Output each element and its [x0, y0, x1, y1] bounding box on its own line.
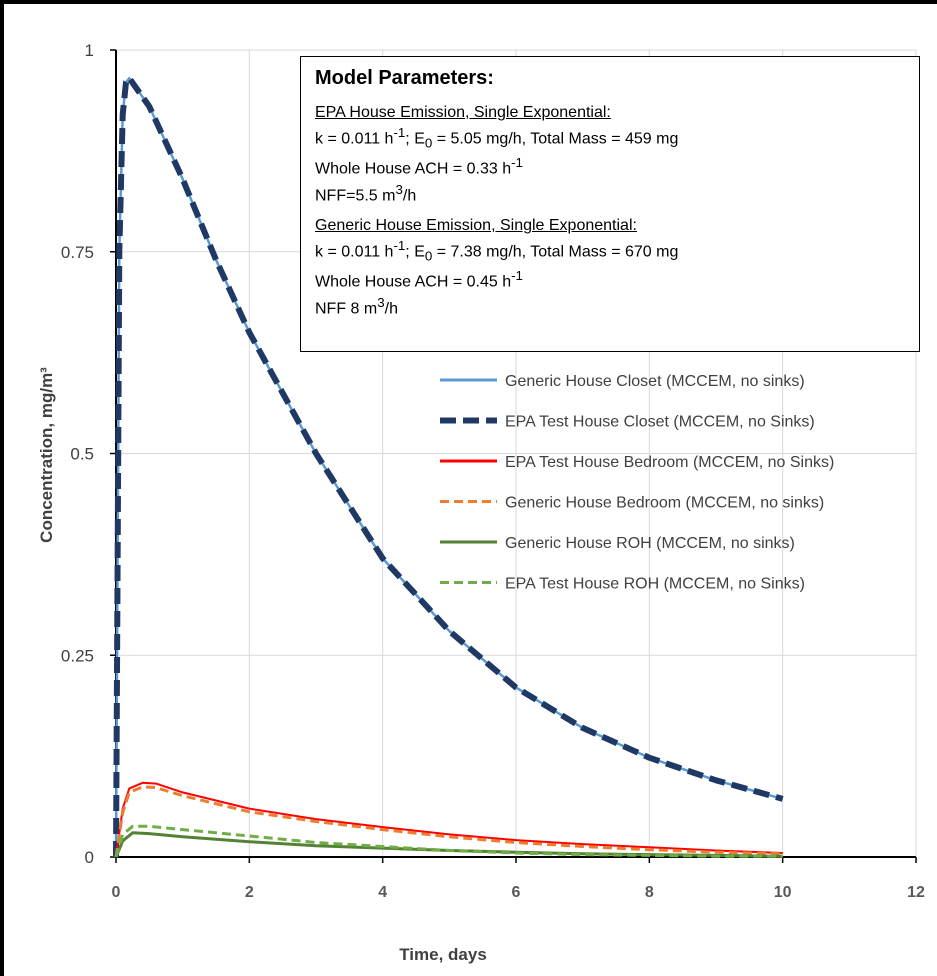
epa-ach-line: Whole House ACH = 0.33 h-1	[315, 154, 523, 177]
generic-k-line: k = 0.011 h-1; E0 = 7.38 mg/h, Total Mas…	[315, 238, 679, 264]
generic-emission-header: Generic House Emission, Single Exponenti…	[315, 217, 637, 235]
legend-label: EPA Test House ROH (MCCEM, no Sinks)	[505, 576, 805, 593]
y-tick-labels: 0 0.25 0.5 0.75 1	[61, 41, 94, 867]
x-axis-title: Time, days	[399, 945, 487, 964]
legend-label: Generic House Bedroom (MCCEM, no sinks)	[505, 495, 824, 512]
parameters-title: Model Parameters:	[315, 67, 494, 89]
x-tick-label: 2	[245, 884, 254, 901]
y-tick-label: 0.25	[61, 646, 94, 665]
legend-label: Generic House Closet (MCCEM, no sinks)	[505, 373, 805, 390]
legend-label: Generic House ROH (MCCEM, no sinks)	[505, 535, 795, 552]
legend: Generic House Closet (MCCEM, no sinks) EP…	[440, 373, 834, 593]
x-tick-label: 4	[378, 884, 387, 901]
grid-lines	[116, 49, 917, 857]
x-tick-label: 0	[112, 884, 121, 901]
epa-k-line: k = 0.011 h-1; E0 = 5.05 mg/h, Total Mas…	[315, 125, 679, 151]
y-tick-label: 0.5	[70, 445, 94, 464]
legend-label: EPA Test House Closet (MCCEM, no Sinks)	[505, 414, 815, 431]
generic-nff-line: NFF 8 m3/h	[315, 295, 398, 318]
x-tick-label: 10	[774, 884, 792, 901]
y-tick-label: 1	[85, 41, 94, 60]
series-line	[114, 831, 783, 858]
series-line	[115, 781, 783, 858]
series-line	[114, 824, 783, 858]
y-axis-title: Concentration, mg/m³	[37, 367, 56, 543]
epa-nff-line: NFF=5.5 m3/h	[315, 181, 417, 205]
model-parameters-box: Model Parameters: EPA House Emission, Si…	[300, 56, 920, 352]
legend-label: EPA Test House Bedroom (MCCEM, no Sinks)	[505, 454, 834, 471]
x-tick-label: 12	[907, 884, 925, 901]
y-tick-label: 0.75	[61, 243, 94, 262]
x-tick-label: 6	[512, 884, 521, 901]
series-line	[113, 75, 784, 858]
x-tick-label: 8	[645, 884, 654, 901]
series-line	[114, 785, 783, 858]
generic-ach-line: Whole House ACH = 0.45 h-1	[315, 267, 523, 291]
series-lines	[113, 75, 784, 858]
x-tick-labels: 0 2 4 6 8 10 12	[112, 884, 925, 901]
y-tick-label: 0	[85, 848, 94, 867]
epa-emission-header: EPA House Emission, Single Exponential:	[315, 104, 611, 121]
